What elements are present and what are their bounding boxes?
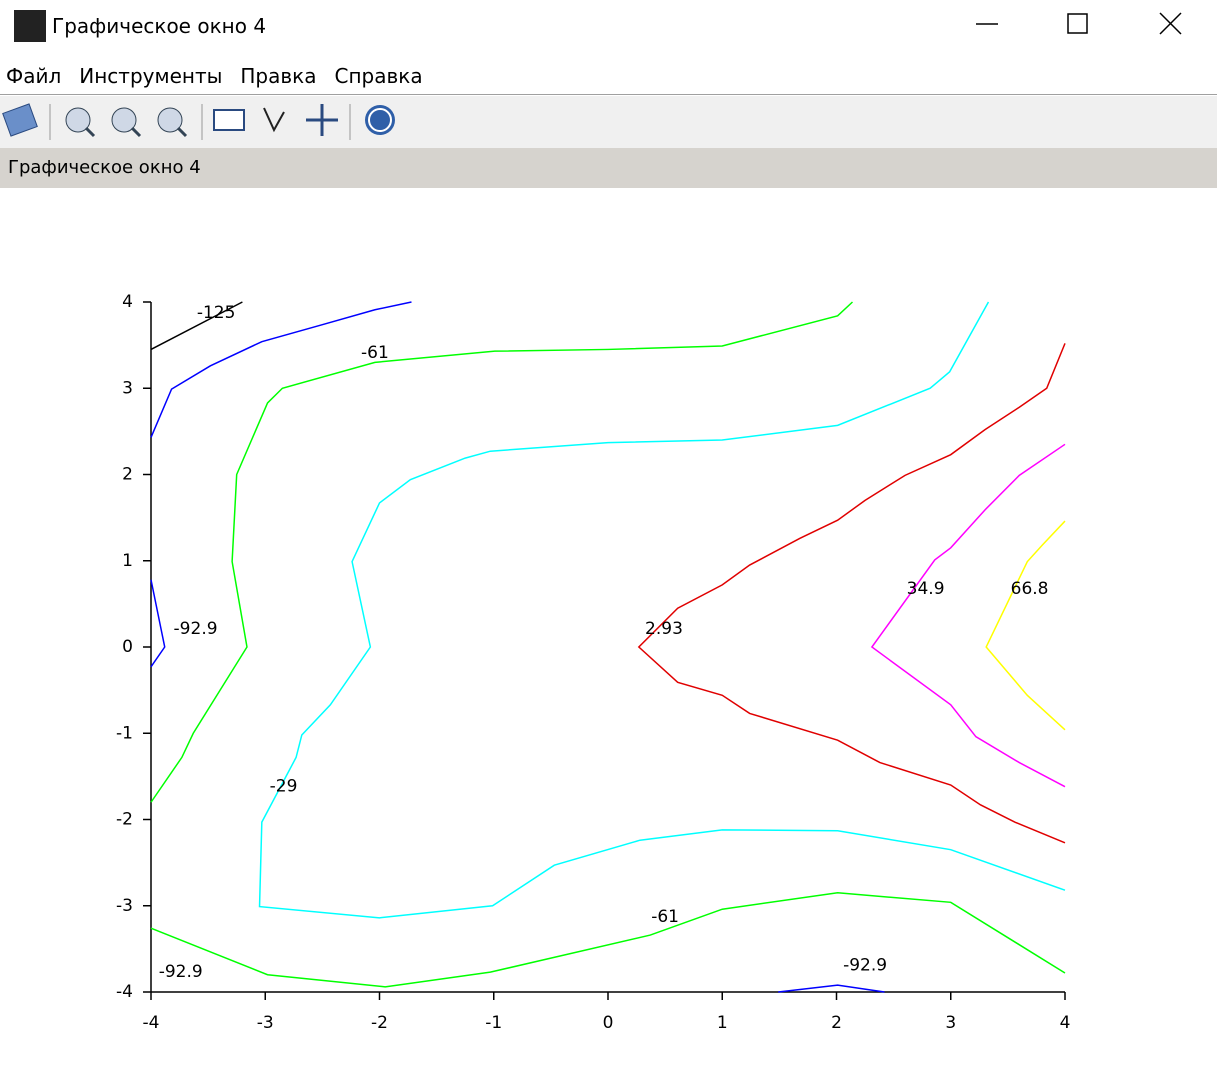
y-tick-label: -3 xyxy=(116,896,133,916)
menu-item[interactable]: Справка xyxy=(334,64,423,88)
y-tick-label: -4 xyxy=(116,982,133,1002)
title-bar: Графическое окно 4 xyxy=(0,0,1217,52)
x-tick-label: -2 xyxy=(371,1013,388,1033)
contour-label: -92.9 xyxy=(159,962,203,982)
minimize-button[interactable] xyxy=(966,8,1006,44)
contour-label: 2.93 xyxy=(645,619,683,639)
contour-line xyxy=(778,984,885,993)
y-tick-label: 1 xyxy=(122,551,133,571)
menu-item[interactable]: Правка xyxy=(240,64,317,88)
menu-bar: Файл Инструменты Правка Справка xyxy=(0,56,1217,95)
canvas-tab: Графическое окно 4 xyxy=(0,148,1217,188)
y-tick-label: 0 xyxy=(122,637,133,657)
zoom-tool[interactable] xyxy=(65,107,96,138)
contour-line xyxy=(150,301,412,438)
contour-label: 66.8 xyxy=(1011,579,1049,599)
contour-line xyxy=(258,301,1066,919)
x-tick-label: 2 xyxy=(831,1013,842,1033)
close-button[interactable] xyxy=(1150,8,1190,44)
rotate-tool[interactable] xyxy=(2,103,38,137)
contour-label: -125 xyxy=(197,303,236,323)
toolbar xyxy=(0,96,1217,148)
app-icon xyxy=(14,10,46,42)
y-tick-label: 4 xyxy=(122,292,133,312)
menu-item[interactable]: Инструменты xyxy=(79,64,223,88)
y-tick-label: -1 xyxy=(116,723,133,743)
maximize-button[interactable] xyxy=(1058,8,1098,44)
x-tick-label: -3 xyxy=(257,1013,274,1033)
contour-label: -61 xyxy=(651,907,679,927)
zoom-out-tool[interactable] xyxy=(157,107,188,138)
contour-label: -92.9 xyxy=(843,955,887,975)
y-tick-label: 2 xyxy=(122,465,133,485)
menu-item[interactable]: Файл xyxy=(6,64,62,88)
help-tool[interactable] xyxy=(365,105,395,135)
contour-line xyxy=(150,892,1066,988)
x-tick-label: -4 xyxy=(143,1013,160,1033)
contour-line xyxy=(985,520,1066,731)
window-title: Графическое окно 4 xyxy=(52,14,267,38)
edit-curve-tool[interactable] xyxy=(263,107,285,133)
contour-label: -92.9 xyxy=(174,619,218,639)
x-tick-label: -1 xyxy=(485,1013,502,1033)
pan-tool[interactable] xyxy=(306,104,338,136)
y-tick-label: 3 xyxy=(122,378,133,398)
x-tick-label: 1 xyxy=(717,1013,728,1033)
contour-line xyxy=(637,343,1066,844)
contour-line xyxy=(150,301,854,803)
y-tick-label: -2 xyxy=(116,810,133,830)
contour-label: 34.9 xyxy=(907,579,945,599)
contour-label: -29 xyxy=(270,777,298,797)
contour-line xyxy=(150,301,243,351)
x-tick-label: 0 xyxy=(603,1013,614,1033)
canvas-label: Графическое окно 4 xyxy=(8,157,201,178)
contour-label: -61 xyxy=(361,343,389,363)
datatip-tool[interactable] xyxy=(213,109,245,131)
x-tick-label: 4 xyxy=(1060,1013,1071,1033)
contour-line xyxy=(870,443,1066,788)
zoom-reset-tool[interactable] xyxy=(111,107,142,138)
x-tick-label: 3 xyxy=(945,1013,956,1033)
toolbar-icons xyxy=(2,103,395,140)
contour-line xyxy=(150,579,166,668)
